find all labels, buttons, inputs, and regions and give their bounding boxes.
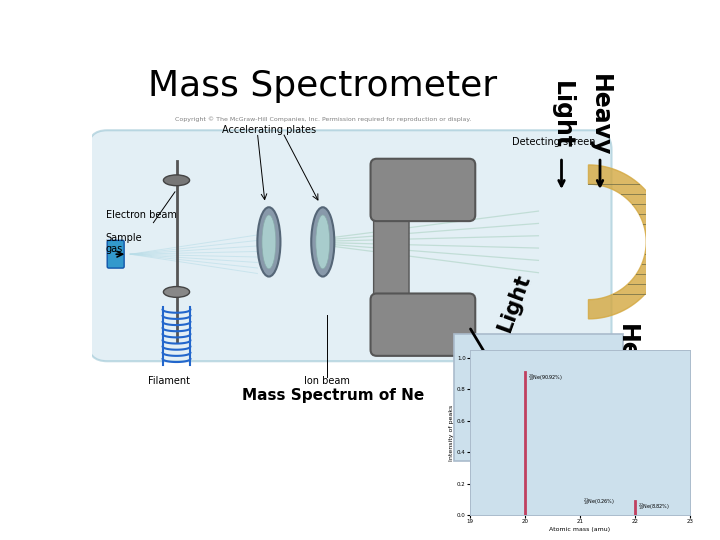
FancyBboxPatch shape: [374, 212, 409, 303]
Text: Light: Light: [494, 272, 534, 335]
Ellipse shape: [257, 207, 281, 276]
Text: Filament: Filament: [148, 375, 190, 386]
Y-axis label: Intensity of peaks: Intensity of peaks: [449, 404, 454, 461]
Text: Sample
gas: Sample gas: [106, 233, 143, 254]
FancyBboxPatch shape: [107, 240, 124, 268]
Text: Magnet: Magnet: [459, 356, 495, 366]
Ellipse shape: [311, 207, 334, 276]
Text: Mass Spectrum of Ne: Mass Spectrum of Ne: [242, 388, 424, 403]
FancyBboxPatch shape: [371, 294, 475, 356]
Text: Light: Light: [549, 81, 574, 149]
Text: $^{20}_{10}$Ne(90.92%): $^{20}_{10}$Ne(90.92%): [528, 372, 563, 383]
Text: Detecting screen: Detecting screen: [512, 137, 595, 147]
Ellipse shape: [163, 287, 189, 298]
Ellipse shape: [262, 215, 276, 269]
Text: Copyright © The McGraw-Hill Companies, Inc. Permission required for reproduction: Copyright © The McGraw-Hill Companies, I…: [175, 116, 471, 122]
Text: $^{22}_{10}$Ne(8.82%): $^{22}_{10}$Ne(8.82%): [638, 501, 670, 512]
Text: 32: 32: [610, 454, 631, 471]
Text: Heavy: Heavy: [588, 73, 612, 156]
Ellipse shape: [163, 175, 189, 186]
Text: $^{21}_{10}$Ne(0.26%): $^{21}_{10}$Ne(0.26%): [582, 496, 615, 507]
FancyBboxPatch shape: [88, 130, 611, 361]
Text: Mass Spectrometer: Mass Spectrometer: [148, 69, 498, 103]
X-axis label: Atomic mass (amu): Atomic mass (amu): [549, 527, 611, 532]
Text: Heavy: Heavy: [615, 324, 639, 406]
Ellipse shape: [316, 215, 330, 269]
Polygon shape: [588, 165, 665, 319]
Text: Accelerating plates: Accelerating plates: [222, 125, 316, 135]
FancyBboxPatch shape: [371, 159, 475, 221]
FancyBboxPatch shape: [454, 334, 623, 461]
Text: Electron beam: Electron beam: [106, 210, 176, 220]
Text: Ion beam: Ion beam: [304, 375, 350, 386]
